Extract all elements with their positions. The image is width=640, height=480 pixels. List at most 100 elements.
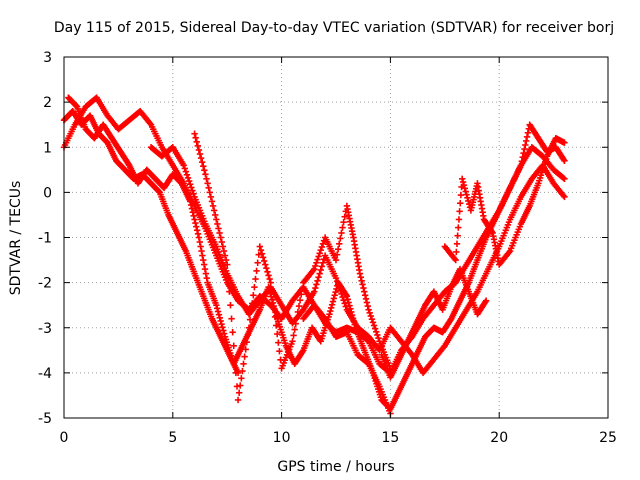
data-point (230, 342, 237, 349)
data-point (339, 224, 346, 231)
data-point (454, 232, 461, 239)
data-point (206, 189, 213, 196)
data-point (360, 284, 367, 292)
data-point (327, 307, 334, 315)
data-point (217, 317, 224, 325)
data-point (456, 208, 463, 215)
data-point (368, 315, 376, 323)
data-point (518, 158, 526, 165)
data-point (362, 295, 370, 303)
data-point (315, 274, 322, 281)
y-tick-label: 1 (43, 140, 52, 156)
data-point (296, 297, 304, 304)
data-point (453, 240, 461, 248)
y-tick-label: -4 (38, 366, 52, 382)
data-point (269, 296, 277, 303)
data-point (330, 295, 338, 302)
data-point (228, 315, 235, 322)
data-point (267, 279, 274, 286)
data-point (194, 230, 202, 238)
data-point (365, 306, 372, 313)
data-point (239, 367, 246, 375)
data-point (344, 296, 351, 303)
data-point (194, 142, 202, 150)
data-point (294, 308, 302, 316)
data-point (272, 322, 280, 329)
data-point (465, 197, 472, 205)
data-point (364, 302, 371, 310)
data-point (257, 246, 265, 254)
data-point (317, 266, 324, 274)
data-point (316, 270, 323, 277)
data-point (204, 180, 211, 187)
x-axis-label: GPS time / hours (277, 459, 394, 475)
data-point (329, 298, 337, 305)
data-point (452, 256, 459, 264)
data-point (192, 219, 199, 227)
data-point (218, 238, 225, 246)
data-point (522, 141, 529, 149)
data-point (328, 301, 336, 308)
data-point (183, 171, 191, 178)
data-point (464, 194, 471, 201)
data-point (213, 305, 221, 312)
data-point (251, 283, 258, 291)
data-point (260, 257, 268, 265)
data-point (319, 259, 327, 266)
data-point (203, 274, 210, 282)
data-point (191, 130, 198, 137)
data-point (259, 254, 267, 261)
data-point (212, 211, 219, 219)
data-point (313, 259, 320, 266)
data-point (238, 375, 245, 382)
data-point (265, 272, 272, 279)
x-tick-label: 5 (168, 430, 177, 446)
data-point (369, 319, 377, 326)
data-point (221, 252, 229, 259)
data-point (290, 332, 297, 339)
data-point (256, 243, 264, 250)
data-point (292, 320, 299, 327)
data-point (274, 330, 281, 338)
data-point (331, 292, 338, 299)
data-point (197, 154, 205, 162)
data-point (214, 308, 222, 315)
data-point (229, 329, 236, 336)
chart-title: Day 115 of 2015, Sidereal Day-to-day VTE… (54, 20, 614, 36)
data-point (200, 261, 208, 268)
series-track-5 (191, 130, 394, 404)
data-point (291, 326, 298, 333)
data-point (315, 253, 322, 260)
data-point (245, 324, 253, 331)
data-point (181, 165, 188, 172)
data-point (339, 293, 346, 301)
data-point (222, 256, 230, 264)
data-point (337, 235, 344, 242)
data-point (336, 284, 343, 291)
data-point (200, 163, 207, 170)
data-point (180, 162, 187, 169)
data-point (314, 256, 321, 263)
data-point (253, 267, 260, 275)
data-point (356, 270, 364, 277)
data-point (373, 328, 380, 336)
data-point (190, 190, 197, 197)
data-point (337, 287, 344, 294)
data-point (357, 274, 365, 281)
x-tick-label: 0 (60, 430, 69, 446)
data-point (213, 216, 220, 223)
data-point (205, 184, 212, 192)
data-point (196, 150, 204, 158)
data-point (524, 129, 532, 137)
data-point (231, 356, 239, 363)
data-point (235, 389, 243, 396)
data-point (366, 309, 373, 317)
data-layer (60, 94, 568, 417)
y-tick-label: 0 (43, 185, 52, 201)
data-point (465, 200, 473, 208)
data-point (341, 213, 348, 220)
data-point (220, 327, 227, 334)
data-point (215, 225, 222, 232)
y-tick-label: -2 (38, 276, 52, 292)
y-tick-label: 3 (43, 50, 52, 66)
